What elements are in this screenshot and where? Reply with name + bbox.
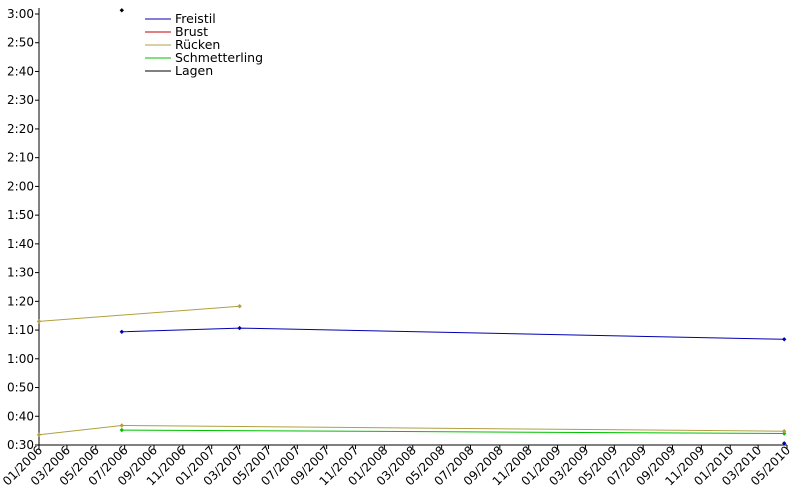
series-0-point-0: [119, 329, 124, 334]
series-2-point-1: [237, 304, 242, 309]
y-tick-label: 0:30: [7, 438, 34, 452]
y-tick-label: 3:00: [7, 7, 34, 21]
legend-label-3: Schmetterling: [175, 50, 263, 65]
series-line-0: [121, 327, 785, 340]
y-tick-label: 2:30: [7, 93, 34, 107]
y-tick-label: 1:00: [7, 352, 34, 366]
series-0-point-1: [237, 325, 242, 331]
y-tick-label: 1:30: [7, 266, 34, 280]
y-tick-label: 2:50: [7, 36, 34, 50]
y-tick-label: 0:40: [7, 409, 34, 423]
y-tick-label: 1:40: [7, 237, 34, 251]
legend-label-2: Rücken: [175, 37, 220, 52]
legend-label-1: Brust: [175, 24, 208, 39]
y-tick-label: 2:00: [7, 179, 34, 193]
y-tick-label: 1:10: [7, 323, 34, 337]
y-tick-label: 2:10: [7, 151, 34, 165]
series-5-point-0: [36, 432, 42, 437]
series-0-point-2: [782, 337, 787, 342]
y-tick-label: 0:50: [7, 381, 34, 395]
series-3-point-1: [782, 431, 787, 436]
series-3-point-0: [119, 427, 124, 433]
legend-label-4: Lagen: [175, 63, 213, 78]
series-line-3: [121, 429, 785, 434]
series-6-point-0: [782, 441, 787, 446]
y-tick-label: 2:40: [7, 64, 34, 78]
y-tick-label: 1:50: [7, 208, 34, 222]
axes: 0:30 0:40 0:50 1:00 1:10 1:20 1:30 1:40 1:50 2:00…: [0, 7, 793, 488]
series-4-point-0: [119, 8, 124, 13]
series-2-point-0: [36, 319, 42, 324]
series-line-2: [38, 305, 240, 322]
series: [36, 8, 787, 446]
y-tick-label: 1:20: [7, 294, 34, 308]
series-5-point-2: [782, 429, 787, 434]
y-tick-label: 2:20: [7, 122, 34, 136]
series-5-point-1: [119, 423, 124, 428]
legend-label-0: Freistil: [175, 11, 216, 26]
